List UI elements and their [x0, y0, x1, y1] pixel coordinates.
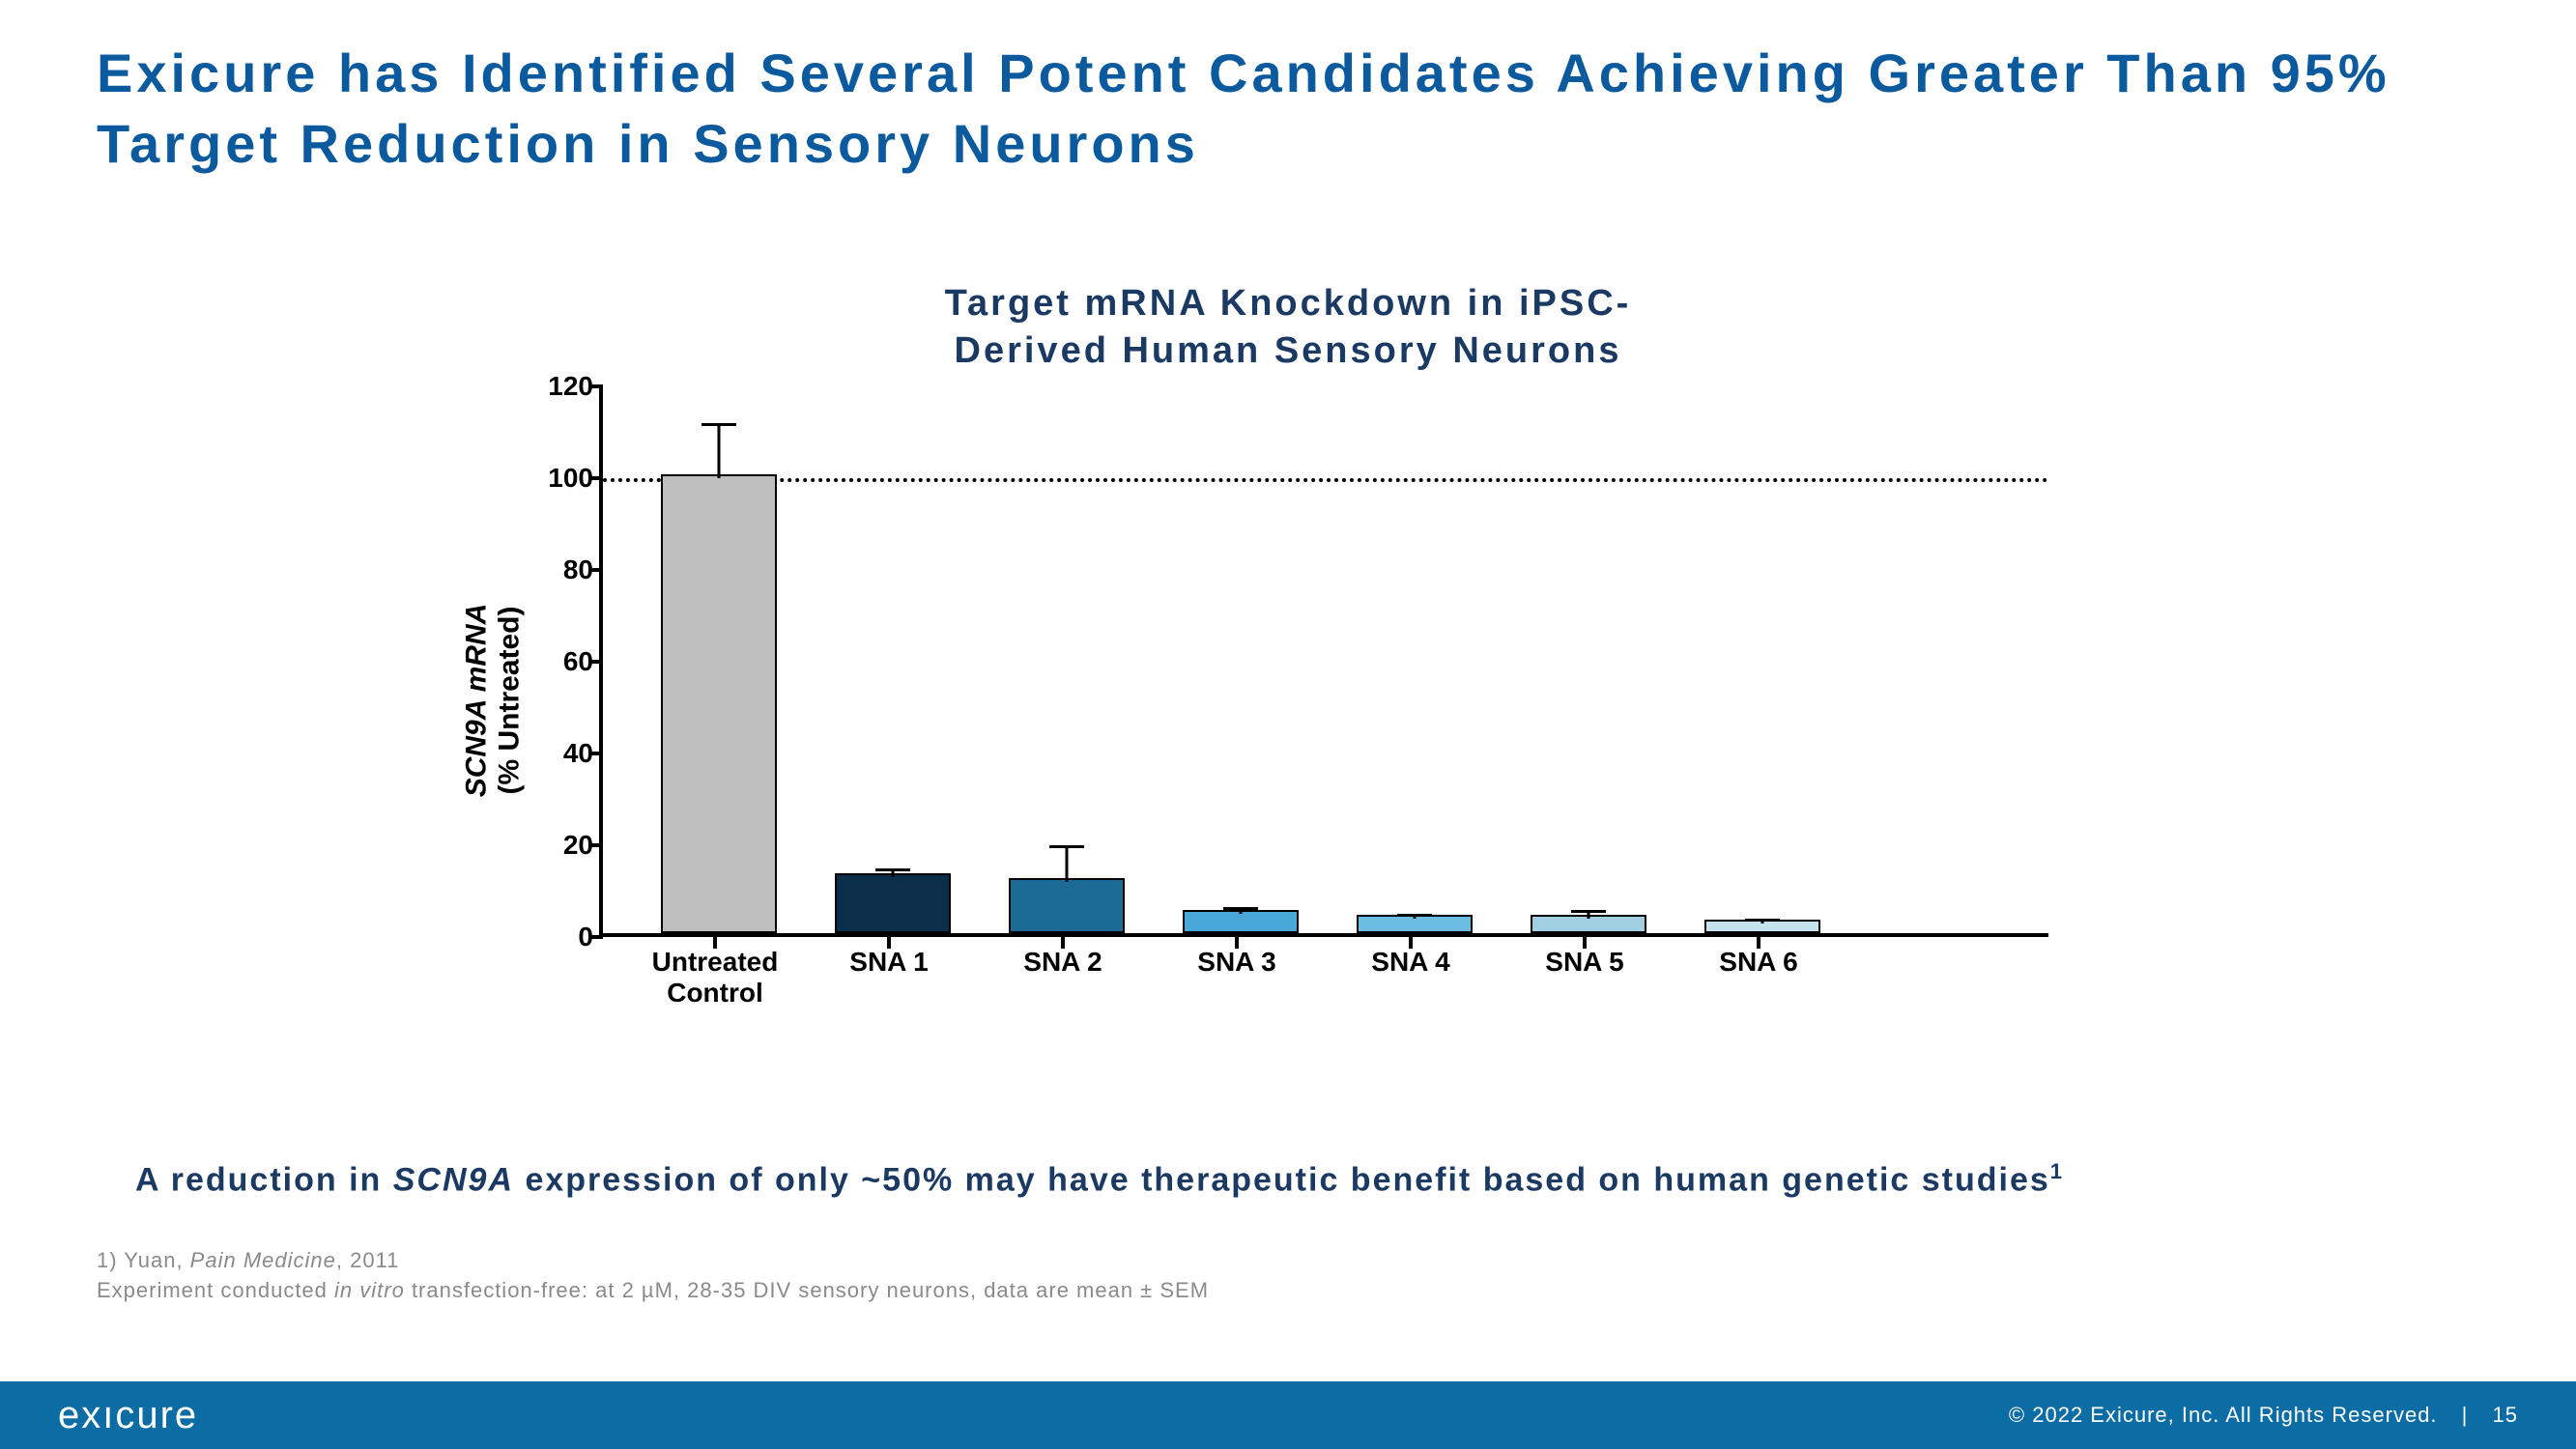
copyright: © 2022 Exicure, Inc. All Rights Reserved… — [2009, 1403, 2518, 1428]
y-tick-mark — [591, 843, 603, 847]
bar — [1009, 878, 1125, 933]
y-tick-mark — [591, 935, 603, 939]
bar-chart: SCN9A mRNA (% Untreated) 020406080100120… — [464, 386, 2106, 1014]
y-tick-label: 40 — [535, 738, 593, 769]
error-bar-stem — [718, 423, 721, 478]
ref1-a: 1) Yuan, — [97, 1248, 190, 1272]
ref1-c: , 2011 — [336, 1248, 400, 1272]
error-bar-stem — [1066, 845, 1069, 882]
references: 1) Yuan, Pain Medicine, 2011 Experiment … — [97, 1246, 1209, 1306]
x-tick-label: SNA 5 — [1498, 947, 1672, 978]
y-tick-mark — [591, 384, 603, 388]
ref2-b: in vitro — [334, 1278, 405, 1302]
y-axis-label: SCN9A mRNA (% Untreated) — [460, 604, 526, 798]
y-tick-label: 120 — [535, 371, 593, 402]
ref-line-2: Experiment conducted in vitro transfecti… — [97, 1276, 1209, 1306]
y-tick-mark — [591, 476, 603, 480]
y-tick-label: 60 — [535, 646, 593, 677]
x-tick-label: SNA 1 — [802, 947, 976, 978]
footnote-prefix: A reduction in — [135, 1161, 393, 1198]
x-tick-label: SNA 6 — [1672, 947, 1846, 978]
x-tick-label: SNA 3 — [1150, 947, 1324, 978]
chart-subtitle-line1: Target mRNA Knockdown in iPSC- — [945, 280, 1632, 327]
chart-subtitle: Target mRNA Knockdown in iPSC- Derived H… — [945, 280, 1632, 376]
logo: exıcure — [58, 1394, 198, 1437]
page-title: Exicure has Identified Several Potent Ca… — [97, 39, 2479, 180]
y-tick-label: 0 — [535, 922, 593, 952]
page-number: 15 — [2493, 1403, 2518, 1427]
ref-line-1: 1) Yuan, Pain Medicine, 2011 — [97, 1246, 1209, 1276]
y-tick-mark — [591, 568, 603, 572]
plot-area: 020406080100120 — [599, 386, 2048, 937]
chart-subtitle-line2: Derived Human Sensory Neurons — [945, 327, 1632, 375]
y-tick-label: 20 — [535, 830, 593, 861]
bar — [661, 474, 777, 933]
error-bar-cap — [1049, 845, 1084, 848]
error-bar-cap — [1571, 910, 1606, 913]
y-tick-mark — [591, 660, 603, 664]
x-tick-label: UntreatedControl — [628, 947, 802, 1009]
error-bar-cap — [875, 868, 910, 871]
x-tick-label: SNA 4 — [1324, 947, 1498, 978]
error-bar-cap — [701, 423, 736, 426]
ref2-c: transfection-free: at 2 µM, 28-35 DIV se… — [405, 1278, 1209, 1302]
y-tick-label: 80 — [535, 554, 593, 585]
reference-line — [603, 478, 2048, 482]
copyright-text: © 2022 Exicure, Inc. All Rights Reserved… — [2009, 1403, 2438, 1427]
error-bar-cap — [1745, 919, 1780, 922]
ref1-b: Pain Medicine — [190, 1248, 336, 1272]
error-bar-cap — [1397, 914, 1432, 917]
y-tick-mark — [591, 752, 603, 755]
bar — [835, 873, 951, 933]
y-tick-label: 100 — [535, 463, 593, 494]
footnote: A reduction in SCN9A expression of only … — [135, 1159, 2479, 1199]
slide: Exicure has Identified Several Potent Ca… — [0, 0, 2576, 1449]
x-tick-label: SNA 2 — [976, 947, 1150, 978]
ref2-a: Experiment conducted — [97, 1278, 334, 1302]
separator: | — [2462, 1403, 2469, 1427]
y-axis-label-line2: (% Untreated) — [493, 604, 526, 798]
footnote-gene: SCN9A — [393, 1161, 514, 1198]
y-axis-label-line1: SCN9A mRNA — [460, 604, 493, 798]
footer-bar: exıcure © 2022 Exicure, Inc. All Rights … — [0, 1381, 2576, 1449]
footnote-suffix: expression of only ~50% may have therape… — [514, 1161, 2050, 1198]
footnote-super: 1 — [2050, 1159, 2064, 1183]
error-bar-cap — [1223, 907, 1258, 910]
